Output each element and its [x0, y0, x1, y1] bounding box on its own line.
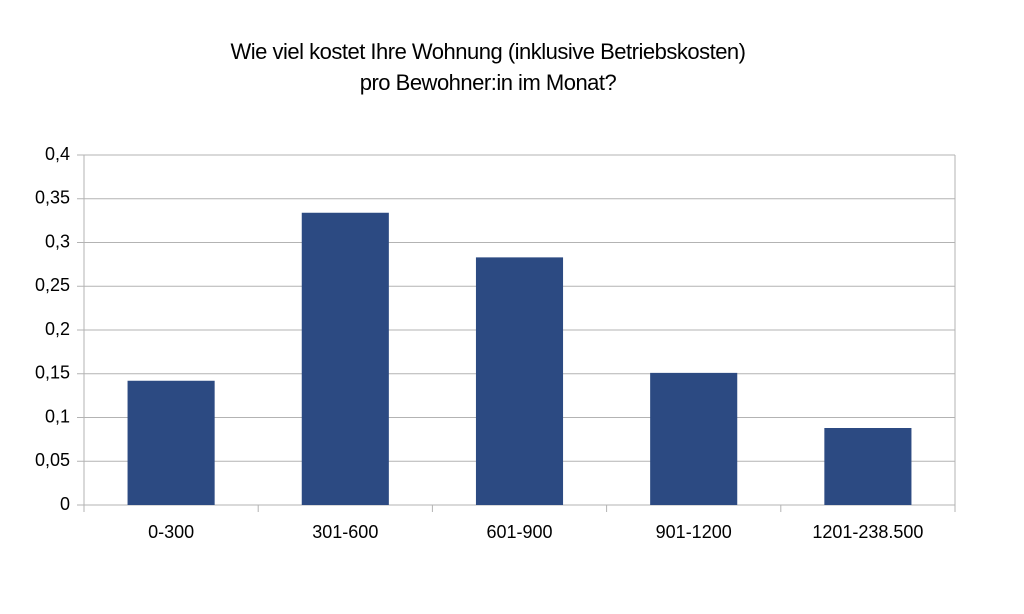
chart-title: Wie viel kostet Ihre Wohnung (inklusive …	[230, 39, 745, 64]
bar	[650, 372, 738, 505]
y-tick-label: 0,25	[35, 275, 70, 295]
y-tick-label: 0,1	[45, 406, 70, 426]
y-tick-label: 0,35	[35, 188, 70, 208]
bar	[127, 380, 215, 505]
y-tick-label: 0,4	[45, 144, 70, 164]
chart-title: pro Bewohner:in im Monat?	[360, 70, 617, 95]
y-tick-label: 0,15	[35, 363, 70, 383]
y-tick-label: 0,05	[35, 450, 70, 470]
y-tick-label: 0,2	[45, 319, 70, 339]
y-tick-label: 0,3	[45, 231, 70, 251]
bar	[475, 257, 564, 505]
x-tick-label: 901-1200	[656, 522, 732, 542]
x-tick-label: 601-900	[486, 522, 552, 542]
x-tick-label: 301-600	[312, 522, 378, 542]
x-tick-label: 0-300	[148, 522, 194, 542]
x-tick-label: 1201-238.500	[812, 522, 923, 542]
y-tick-label: 0	[60, 494, 70, 514]
bar	[301, 212, 389, 505]
bar	[824, 428, 912, 505]
